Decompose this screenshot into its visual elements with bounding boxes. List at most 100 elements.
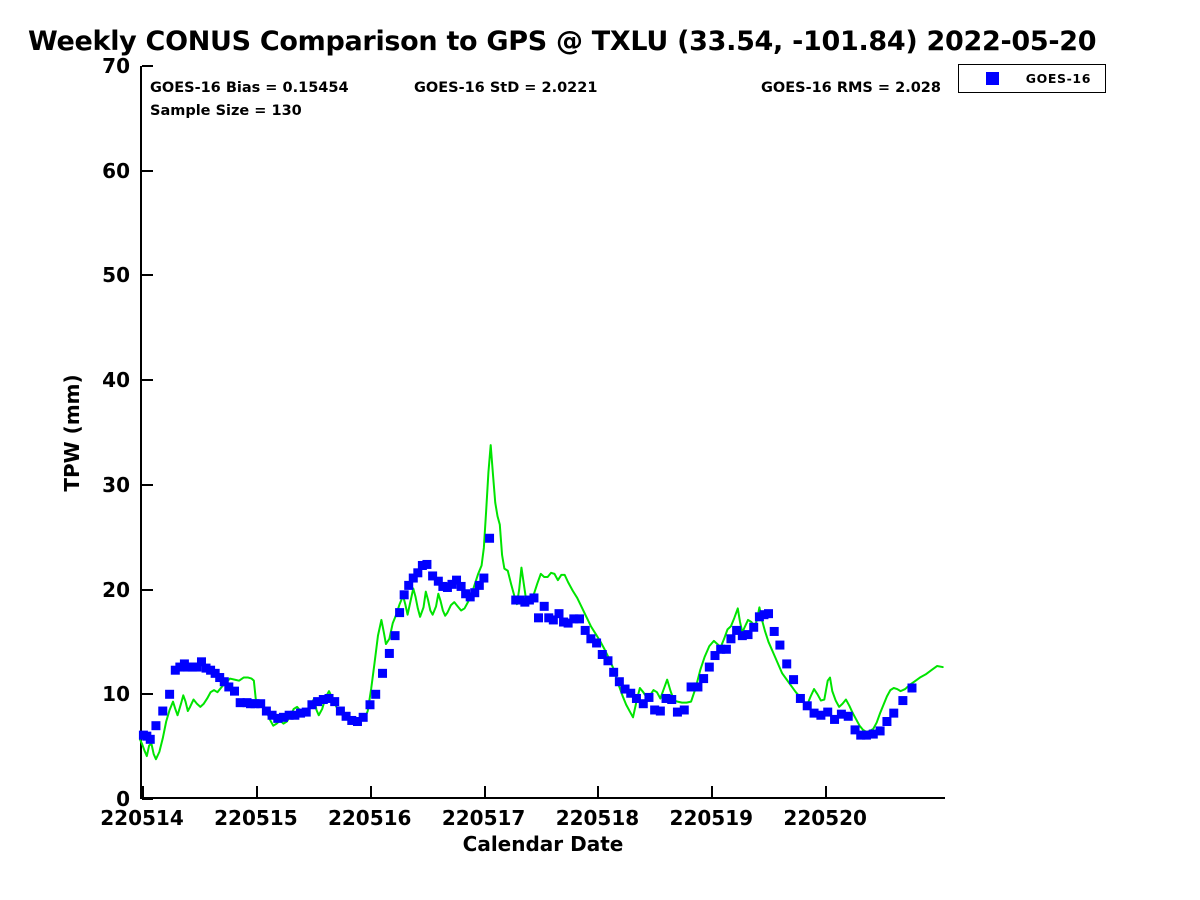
data-point-marker	[273, 713, 283, 723]
data-point-marker	[196, 657, 206, 667]
data-point-marker	[782, 659, 792, 669]
data-point-marker	[749, 622, 759, 632]
stat-std: GOES-16 StD = 2.0221	[414, 80, 598, 96]
legend-label-goes16: GOES-16	[1025, 71, 1091, 86]
data-point-marker	[378, 668, 388, 678]
data-point-marker	[256, 699, 266, 709]
data-point-marker	[395, 608, 405, 618]
data-point-marker	[170, 665, 180, 675]
data-point-marker	[442, 582, 452, 592]
data-point-marker	[816, 710, 826, 720]
y-tick-label: 70	[102, 54, 130, 78]
data-point-marker	[413, 568, 423, 578]
plot-area: 0 10 20 30 40 50 60 70 220514 220515 220516 220517 2…	[100, 54, 945, 830]
data-point-marker	[301, 707, 311, 717]
data-point-marker	[830, 714, 840, 724]
data-point-marker	[399, 590, 409, 600]
y-tick-mark	[142, 588, 153, 591]
data-point-marker	[520, 597, 530, 607]
data-point-marker	[775, 640, 785, 650]
data-point-marker	[836, 709, 846, 719]
data-point-marker	[726, 634, 736, 644]
data-point-marker	[631, 693, 641, 703]
data-point-marker	[732, 625, 742, 635]
data-point-marker	[485, 533, 495, 543]
data-point-marker	[145, 734, 155, 744]
data-point-marker	[335, 706, 345, 716]
data-point-marker	[597, 649, 607, 659]
data-point-marker	[823, 707, 833, 717]
data-point-marker	[868, 729, 878, 739]
data-point-marker	[219, 677, 229, 687]
data-point-marker	[580, 625, 590, 635]
data-point-marker	[544, 613, 554, 623]
data-point-marker	[201, 663, 211, 673]
y-tick-label: 50	[102, 263, 130, 288]
data-point-marker	[609, 667, 619, 677]
data-point-marker	[307, 700, 317, 710]
data-point-marker	[230, 686, 239, 696]
data-point-marker	[390, 631, 400, 641]
data-point-marker	[559, 617, 569, 627]
data-point-marker	[341, 711, 351, 721]
y-tick-mark	[142, 693, 153, 696]
data-point-marker	[365, 700, 375, 710]
data-point-marker	[759, 610, 769, 620]
data-point-marker	[261, 706, 271, 716]
data-point-marker	[371, 689, 381, 699]
data-point-marker	[721, 644, 731, 654]
data-point-marker	[586, 634, 596, 644]
data-point-marker	[856, 730, 866, 740]
data-point-marker	[875, 726, 885, 736]
data-point-marker	[889, 708, 899, 718]
data-point-marker	[384, 648, 394, 658]
data-point-marker	[417, 560, 427, 570]
x-tick-label: 220518	[555, 806, 640, 830]
data-point-marker	[470, 588, 480, 598]
data-point-marker	[661, 693, 671, 703]
data-point-marker	[592, 638, 602, 648]
x-tick-mark	[711, 786, 714, 797]
data-point-marker	[795, 693, 805, 703]
data-point-marker	[206, 665, 216, 675]
data-point-marker	[250, 699, 260, 709]
data-point-marker	[710, 651, 720, 661]
plot-canvas	[138, 444, 944, 761]
x-tick-mark	[255, 786, 258, 797]
x-tick-label: 220520	[783, 806, 867, 830]
data-point-marker	[563, 618, 573, 628]
data-point-marker	[620, 684, 630, 694]
data-point-marker	[318, 695, 328, 705]
data-point-marker	[802, 701, 812, 711]
square-marker-icon	[986, 72, 999, 85]
data-point-marker	[151, 721, 161, 731]
data-point-marker	[693, 682, 703, 692]
data-point-marker	[704, 662, 714, 672]
data-point-marker	[529, 593, 539, 603]
data-point-marker	[534, 613, 544, 623]
data-point-marker	[667, 695, 677, 705]
data-point-marker	[515, 595, 525, 605]
x-tick-label: 220514	[100, 806, 184, 830]
y-tick-mark	[142, 274, 153, 277]
data-point-marker	[456, 581, 466, 591]
data-point-marker	[650, 705, 660, 715]
data-point-marker	[404, 580, 414, 590]
x-tick-label: 220516	[327, 806, 412, 830]
data-point-marker	[210, 668, 220, 678]
data-point-marker	[235, 698, 245, 708]
data-point-marker	[428, 571, 438, 581]
y-tick-label: 10	[102, 682, 130, 707]
data-point-marker	[743, 630, 753, 640]
data-point-marker	[789, 675, 799, 685]
y-tick-label: 30	[102, 472, 130, 497]
x-tick-label: 220517	[441, 806, 526, 830]
y-tick-label: 0	[116, 787, 130, 811]
stat-sample-size: Sample Size = 130	[150, 103, 302, 119]
data-point-marker	[569, 614, 579, 624]
data-point-marker	[686, 682, 696, 692]
y-tick-label: 40	[102, 368, 130, 393]
data-point-marker	[183, 662, 193, 672]
data-point-marker	[716, 644, 726, 654]
